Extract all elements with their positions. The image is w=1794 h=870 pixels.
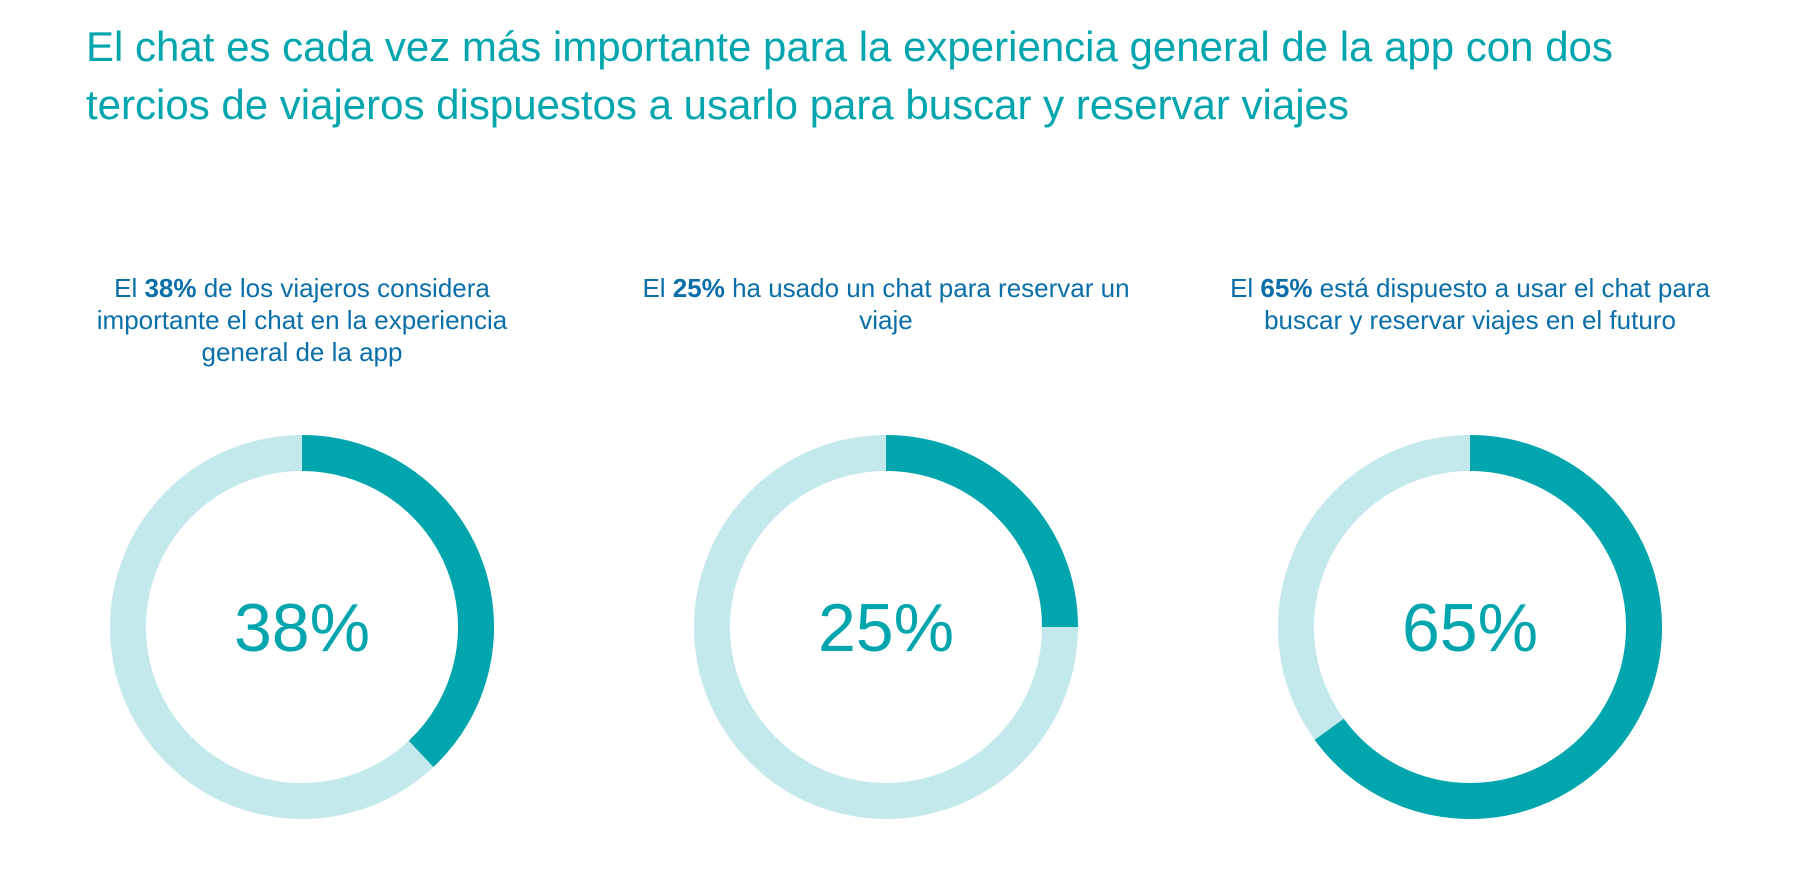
donut-panel-1: El 38% de los viajeros considera importa… — [52, 272, 552, 852]
panel-caption: El 25% ha usado un chat para reservar un… — [636, 272, 1136, 336]
page-title: El chat es cada vez más importante para … — [86, 23, 1613, 128]
caption-before: El — [114, 273, 145, 303]
caption-after: de los viajeros considera importante el … — [96, 273, 508, 367]
caption-highlight: 38% — [144, 273, 197, 303]
donut-value-label: 38% — [234, 590, 370, 666]
donut-value-label: 65% — [1402, 590, 1538, 666]
caption-before: El — [642, 273, 673, 303]
donut-panel-2: El 25% ha usado un chat para reservar un… — [636, 272, 1136, 852]
donut-panel-3: El 65% está dispuesto a usar el chat par… — [1220, 272, 1720, 852]
caption-highlight: 25% — [672, 273, 725, 303]
donut-value-arc — [301, 435, 494, 767]
caption-after: está dispuesto a usar el chat para busca… — [1264, 273, 1710, 335]
caption-highlight: 65% — [1260, 273, 1313, 303]
donut-chart: 65% — [1278, 435, 1662, 819]
panel-caption: El 38% de los viajeros considera importa… — [52, 272, 552, 368]
donut-value-label: 25% — [818, 590, 954, 666]
caption-before: El — [1230, 273, 1261, 303]
panel-caption: El 65% está dispuesto a usar el chat par… — [1220, 272, 1720, 336]
donut-value-arc — [885, 435, 1078, 628]
donut-chart: 25% — [694, 435, 1078, 819]
caption-after: ha usado un chat para reservar un viaje — [724, 273, 1130, 335]
donut-chart: 38% — [110, 435, 494, 819]
donut-value-arc — [1314, 435, 1662, 819]
